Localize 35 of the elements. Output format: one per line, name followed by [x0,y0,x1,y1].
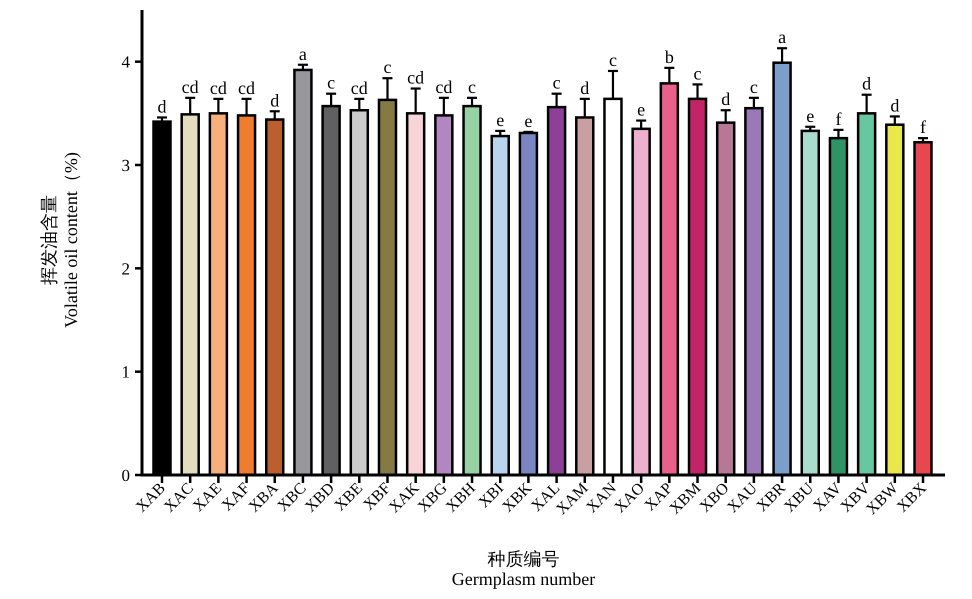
y-tick-label: 1 [122,362,130,382]
annotation: d [270,90,280,110]
annotation: a [778,27,786,48]
y-tick-label: 2 [122,259,130,278]
annotation: e [524,110,532,131]
annotation: f [920,117,926,138]
y-tick-label: 4 [122,52,130,72]
annotation: c [750,76,758,97]
annotation: e [637,100,646,120]
annotation: d [862,74,872,94]
annotation: cd [407,68,424,88]
annotation: e [496,110,504,130]
annotation: cd [350,78,368,98]
annotation: cd [210,78,227,98]
y-tick-label: 0 [122,466,130,485]
annotation: cd [435,76,452,97]
annotation: d [890,95,900,116]
annotation: c [327,72,336,93]
annotation: c [608,50,617,70]
annotation: a [298,44,307,64]
y-axis-title: 挥发油含量 Volatile oil content（%) [39,152,81,328]
annotation: c [552,72,561,93]
y-tick-label: 3 [122,156,130,175]
annotation: c [694,63,702,84]
annotation: d [721,89,730,110]
annotation: d [580,78,590,98]
annotation: cd [182,76,199,97]
annotation: c [383,57,392,78]
annotation: d [158,96,166,116]
annotation: e [806,106,814,126]
annotation: c [468,76,476,97]
annotation: b [664,46,674,67]
x-axis-title: 种质编号 Germplasm number [452,549,596,589]
annotation: f [835,108,842,129]
annotation: cd [238,78,256,98]
